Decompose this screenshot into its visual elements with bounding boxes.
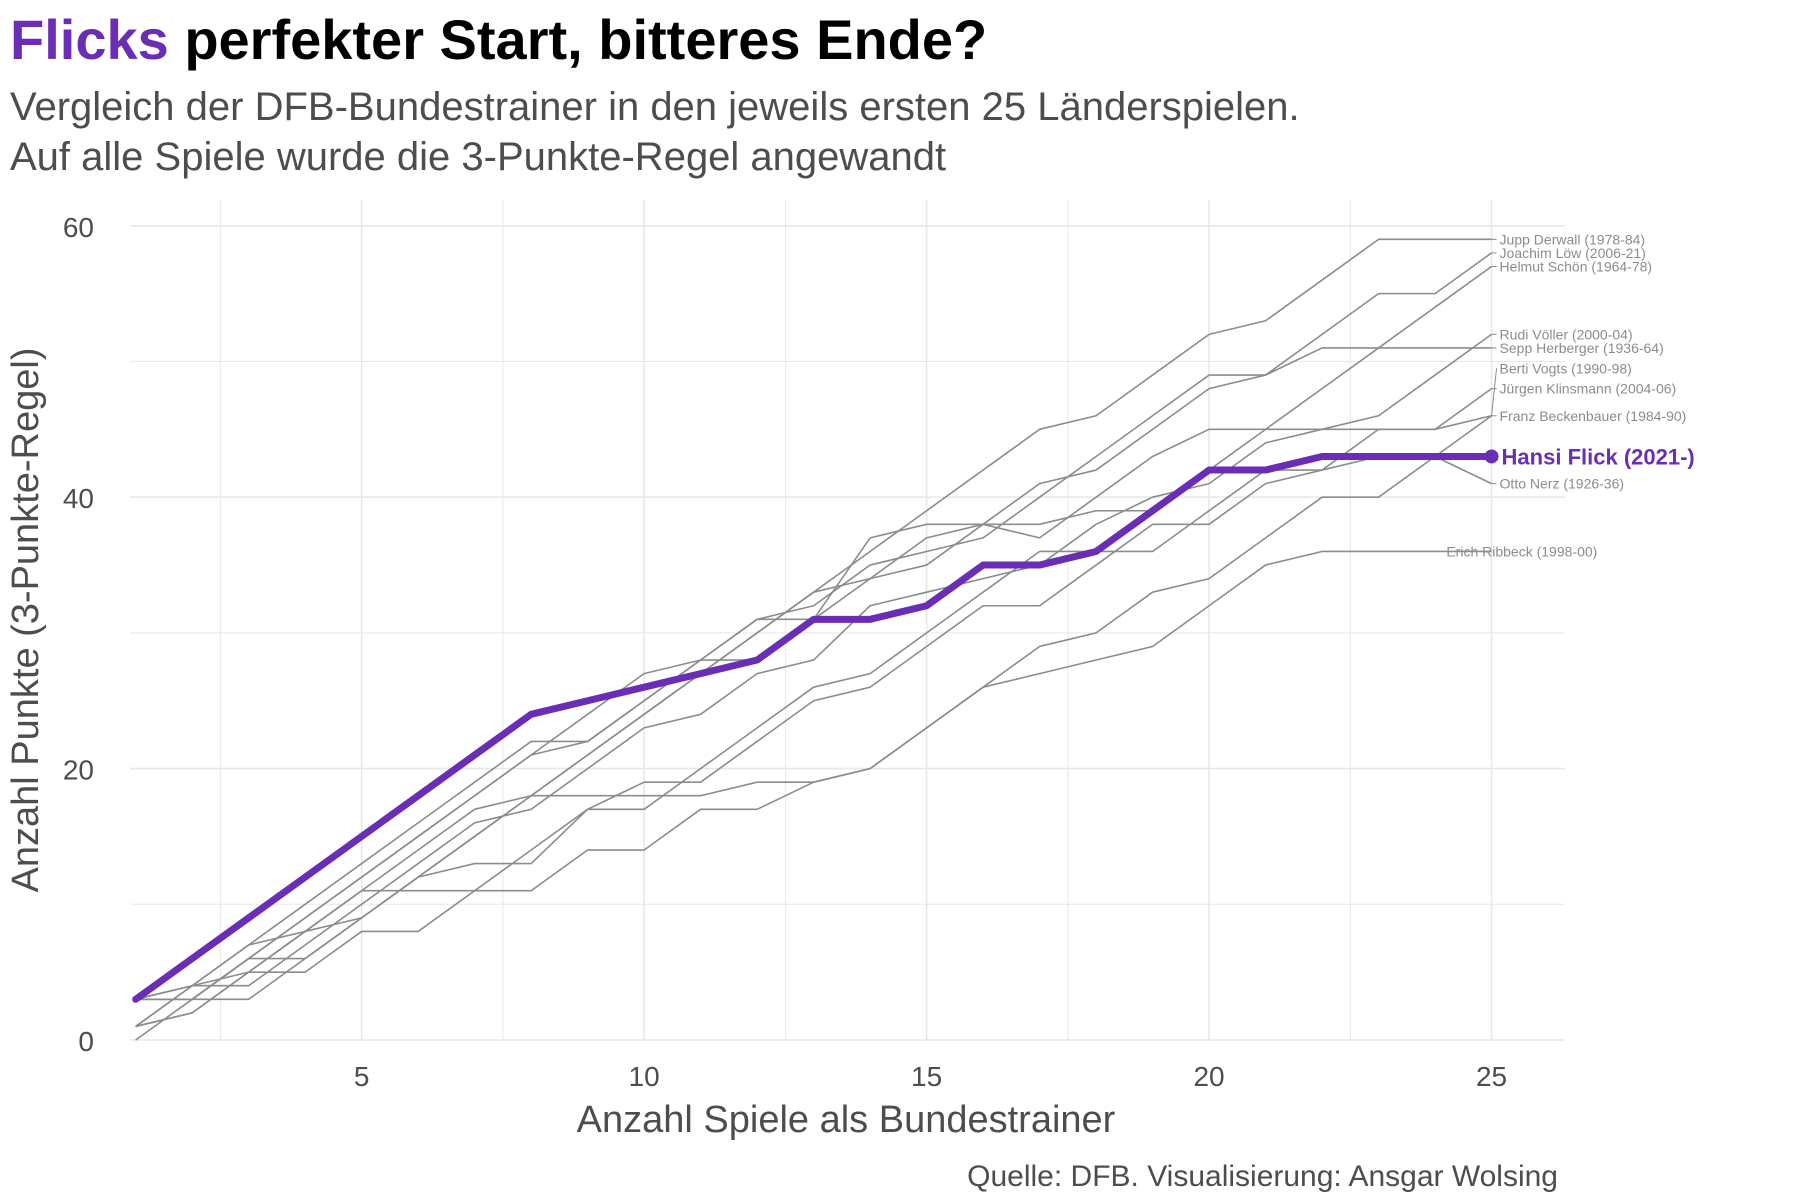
highlight-series: Hansi Flick (2021-) bbox=[132, 444, 1695, 1003]
series-label: Otto Nerz (1926-36) bbox=[1500, 476, 1625, 492]
subtitle-line-2: Auf alle Spiele wurde die 3-Punkte-Regel… bbox=[10, 135, 947, 179]
x-tick-label: 15 bbox=[911, 1061, 942, 1092]
chart-title: Flicks perfekter Start, bitteres Ende? bbox=[10, 4, 987, 76]
series-line bbox=[135, 387, 1493, 1028]
series-line bbox=[135, 252, 1493, 1028]
series-label: Franz Beckenbauer (1984-90) bbox=[1500, 408, 1687, 424]
label-leader bbox=[1491, 368, 1498, 416]
highlight-end-point bbox=[1484, 449, 1499, 464]
x-tick-label: 20 bbox=[1193, 1061, 1224, 1092]
y-tick-label: 20 bbox=[63, 755, 94, 786]
axes: 0 20 40 60 5 10 15 20 25 Anzahl Spiele als Bundes… bbox=[5, 212, 1507, 1141]
y-tick-label: 60 bbox=[63, 212, 94, 243]
highlight-line bbox=[132, 452, 1496, 1003]
series-line bbox=[135, 347, 1492, 1001]
series-line bbox=[135, 455, 1492, 1041]
x-tick-label: 10 bbox=[629, 1061, 660, 1092]
series-label: Joachim Löw (2006-21) bbox=[1500, 245, 1646, 261]
series-label: Rudi Völler (2000-04) bbox=[1500, 326, 1633, 342]
series-line bbox=[135, 550, 1492, 1028]
series-labels: Jupp Derwall (1978-84)Joachim Löw (2006-… bbox=[1443, 231, 1686, 559]
series-label: Berti Vogts (1990-98) bbox=[1500, 360, 1632, 376]
series-label: Helmut Schön (1964-78) bbox=[1500, 258, 1653, 274]
x-tick-label: 25 bbox=[1476, 1061, 1507, 1092]
grid-lines bbox=[130, 200, 1565, 1041]
y-axis-label: Anzahl Punkte (3-Punkte-Regel) bbox=[5, 348, 47, 893]
y-tick-label: 40 bbox=[63, 483, 94, 514]
title-highlight: Flicks bbox=[10, 8, 169, 71]
series-label: Jürgen Klinsmann (2004-06) bbox=[1500, 381, 1677, 397]
series-label: Sepp Herberger (1936-64) bbox=[1500, 340, 1664, 356]
series-label: Jupp Derwall (1978-84) bbox=[1500, 231, 1646, 247]
subtitle-line-1: Vergleich der DFB-Bundestrainer in den j… bbox=[10, 85, 1300, 129]
highlight-label: Hansi Flick (2021-) bbox=[1502, 444, 1695, 469]
series-label: Erich Ribbeck (1998-00) bbox=[1446, 543, 1597, 559]
title-rest: perfekter Start, bitteres Ende? bbox=[168, 8, 988, 71]
series-lines bbox=[135, 238, 1493, 1041]
y-tick-label: 0 bbox=[78, 1026, 94, 1057]
chart-subtitle: Vergleich der DFB-Bundestrainer in den j… bbox=[10, 82, 1300, 182]
source-caption: Quelle: DFB. Visualisierung: Ansgar Wols… bbox=[967, 1160, 1558, 1193]
series-line bbox=[135, 414, 1492, 1001]
x-axis-label: Anzahl Spiele als Bundestrainer bbox=[577, 1099, 1116, 1141]
series-line bbox=[135, 415, 1493, 1001]
x-tick-label: 5 bbox=[354, 1061, 370, 1092]
